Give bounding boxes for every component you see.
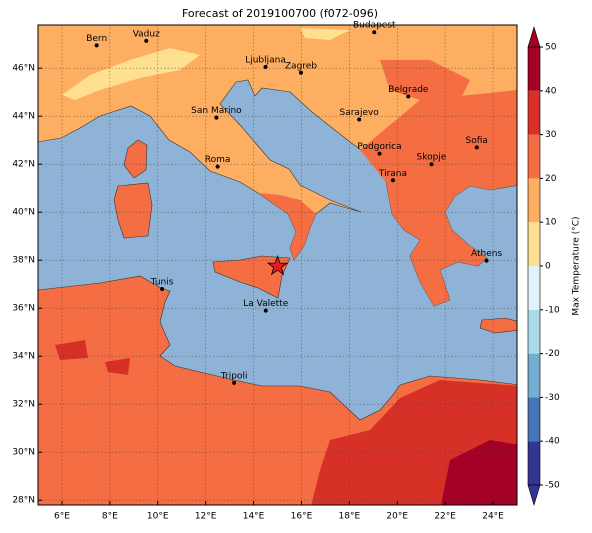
city-label: Skopje [417, 153, 447, 163]
corsica [123, 139, 148, 179]
colorbar-tick-label: -20 [545, 349, 560, 359]
land-warm [360, 90, 517, 306]
city-label: Sarajevo [340, 108, 380, 118]
colorbar-bin [528, 90, 540, 135]
map-frame [37, 24, 518, 506]
colorbar-tick-label: 30 [545, 130, 557, 140]
land-cool [62, 48, 200, 100]
colorbar-tick-label: -10 [545, 305, 560, 315]
colorbar-label: Max Temperature (°C) [572, 216, 582, 315]
y-tick-label: 42°N [12, 160, 35, 170]
city-dot [298, 70, 303, 75]
colorbar-extend-top [527, 25, 541, 48]
colorbar-bin [528, 441, 540, 485]
city-dot [406, 94, 411, 99]
y-tick-label: 30°N [12, 448, 35, 458]
city-dot [474, 145, 479, 150]
colorbar-tick-label: 0 [545, 262, 551, 272]
y-tick-label: 28°N [12, 496, 35, 506]
colorbar-tick-label: -30 [545, 393, 560, 403]
city-dot [215, 164, 220, 169]
y-tick-label: 36°N [12, 304, 35, 314]
x-tick-label: 8°E [102, 512, 118, 522]
colorbar-bin [528, 47, 540, 91]
city-label: Sofia [466, 136, 488, 146]
colorbar-tick-label: 10 [545, 218, 557, 228]
x-tick-label: 14°E [243, 512, 265, 522]
colorbar-tick-label: 20 [545, 174, 557, 184]
city-dot [390, 178, 395, 183]
city-label: Vaduz [133, 29, 160, 39]
colorbar-bin [528, 134, 540, 179]
grid-layer [38, 25, 517, 505]
city-label: San Marino [191, 106, 242, 116]
city-dot [263, 308, 268, 313]
city-dot [160, 287, 165, 291]
city-dot [484, 258, 489, 263]
city-label: Ljubljana [245, 56, 286, 66]
colorbar-extend-bottom [527, 484, 541, 507]
city-dot [372, 30, 377, 35]
y-tick-label: 38°N [12, 256, 35, 266]
colorbar-bin [528, 178, 540, 223]
x-tick-label: 20°E [386, 512, 408, 522]
land-hotter [441, 440, 517, 505]
city-label: Belgrade [388, 85, 429, 95]
colorbar-tick-label: -50 [545, 481, 560, 491]
crete [479, 317, 517, 334]
y-tick-label: 46°N [12, 64, 35, 74]
y-tick-label: 34°N [12, 352, 35, 362]
colorbar-tick-label: 50 [545, 43, 557, 53]
y-tick-label: 44°N [12, 112, 35, 122]
city-label: Tripoli [220, 371, 248, 381]
city-dot [232, 380, 237, 385]
y-tick-label: 40°N [12, 208, 35, 218]
x-tick-label: 16°E [291, 512, 313, 522]
city-label: Budapest [353, 21, 396, 31]
city-dot [214, 115, 219, 120]
colorbar-tick-label: -40 [545, 437, 560, 447]
x-tick-label: 22°E [434, 512, 456, 522]
city-label: La Valette [243, 299, 288, 309]
city-dot [144, 38, 149, 43]
city-label: Roma [205, 155, 231, 165]
location-marker [266, 254, 289, 276]
land-warm [380, 60, 470, 100]
sardinia [113, 182, 153, 239]
colorbar-bin [528, 397, 540, 442]
sicily [212, 255, 291, 299]
city-label: Athens [471, 249, 502, 259]
x-tick-label: 6°E [54, 512, 70, 522]
colorbar-bin [528, 353, 540, 398]
city-label: Bern [86, 34, 107, 44]
colorbar-bin [528, 222, 540, 266]
city-label: Zagreb [285, 61, 317, 71]
city-dot [263, 65, 268, 69]
title: Forecast of 2019100700 (f072-096) [182, 7, 378, 20]
x-tick-label: 10°E [147, 512, 169, 522]
city-label: Tunis [150, 278, 174, 288]
colorbar-bin [528, 266, 540, 310]
land-cool [300, 28, 350, 40]
x-tick-label: 24°E [482, 512, 504, 522]
land-hot [105, 358, 130, 375]
colorbar: -50 -40 -30 -20 -10 0 10 20 30 40 50 [527, 25, 560, 507]
colorbar-bin [528, 309, 540, 354]
y-tick-label: 32°N [12, 400, 35, 410]
land-hot [55, 340, 88, 360]
city-label: Tirana [378, 169, 407, 179]
x-tick-label: 12°E [195, 512, 217, 522]
city-label: Podgorica [357, 142, 401, 152]
colorbar-tick-label: 40 [545, 86, 557, 96]
city-dot [429, 162, 434, 167]
city-dot [377, 151, 382, 156]
x-tick-label: 18°E [339, 512, 361, 522]
city-dot [357, 117, 362, 122]
city-dot [94, 43, 99, 48]
